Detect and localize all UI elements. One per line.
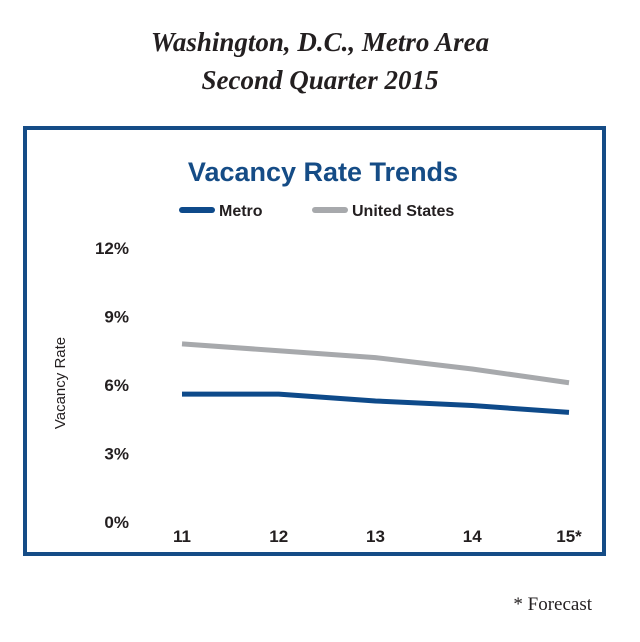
y-tick-label: 3%	[104, 445, 129, 464]
y-tick-label: 0%	[104, 513, 129, 532]
x-axis-ticks: 11 12 13 14 15*	[173, 527, 582, 546]
y-axis-label: Vacancy Rate	[52, 337, 69, 429]
y-axis-ticks: 0% 3% 6% 9% 12%	[95, 239, 129, 532]
series-line-united-states	[181, 341, 570, 386]
x-tick-label: 11	[173, 527, 191, 546]
forecast-footnote: * Forecast	[513, 594, 592, 615]
series-lines	[181, 341, 570, 415]
y-tick-label: 9%	[104, 308, 129, 327]
x-tick-label: 13	[366, 527, 385, 546]
x-tick-label: 14	[463, 527, 482, 546]
series-line-metro	[182, 391, 570, 415]
page-title-line-2: Second Quarter 2015	[201, 65, 439, 95]
vacancy-chart: Vacancy Rate Trends Metro United States …	[52, 157, 582, 546]
legend-label-united-states: United States	[352, 203, 454, 220]
y-tick-label: 12%	[95, 239, 129, 258]
legend-label-metro: Metro	[219, 203, 263, 220]
page-title-line-1: Washington, D.C., Metro Area	[150, 27, 490, 57]
x-tick-label: 12	[269, 527, 288, 546]
x-tick-label: 15*	[556, 527, 582, 546]
y-tick-label: 6%	[104, 376, 129, 395]
chart-title: Vacancy Rate Trends	[188, 157, 458, 187]
chart-frame: Vacancy Rate Trends Metro United States …	[23, 126, 606, 556]
